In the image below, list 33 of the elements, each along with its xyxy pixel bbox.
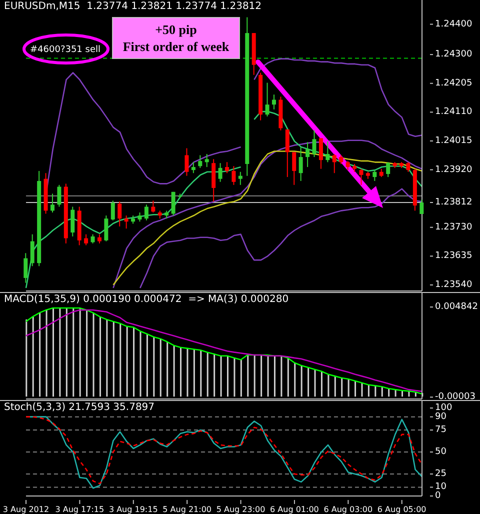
x-tick-label: 6 Aug 03:00 xyxy=(324,505,373,514)
x-tick-label: 5 Aug 23:00 xyxy=(216,505,266,514)
x-tick-label: 5 Aug 21:00 xyxy=(162,505,212,514)
y-tick-label: 10 xyxy=(435,482,447,492)
y-tick-label: 1.23812 xyxy=(435,197,472,208)
x-tick-label: 3 Aug 19:15 xyxy=(108,505,158,514)
y-tick-label: 25 xyxy=(435,469,446,480)
y-tick-label: 1.24400 xyxy=(435,19,472,30)
y-tick-label: 75 xyxy=(435,425,446,436)
y-tick-label: 50 xyxy=(435,447,447,458)
annotation: First order of week xyxy=(122,38,230,55)
y-tick-label: 1.24015 xyxy=(435,136,472,146)
y-tick-label: 1.23540 xyxy=(435,280,472,290)
y-tick-label: 0 xyxy=(435,491,441,501)
y-tick-label: 100 xyxy=(435,403,452,414)
y-tick-label: -0.00003 xyxy=(435,392,476,402)
x-tick-label: 6 Aug 05:00 xyxy=(377,505,426,514)
annotation: +50 pip xyxy=(154,21,198,38)
y-tick-label: 90 xyxy=(435,412,447,422)
chart-title: MACD(15,35,9) 0.000190 0.000472 => MA(3) 0.000280 xyxy=(4,294,289,305)
chart-title: Stoch(5,3,3) 21.7593 35.7897 xyxy=(4,402,155,413)
x-tick-label: 3 Aug 2012 xyxy=(2,505,50,514)
y-tick-label: 1.24110 xyxy=(435,107,472,118)
y-tick-label: 1.24300 xyxy=(435,50,472,60)
y-tick-label: 1.23635 xyxy=(435,251,472,262)
ref-line-label: #4600?351 sell xyxy=(30,45,100,56)
y-tick-label: 1.23920 xyxy=(435,164,472,175)
y-tick-label: 0.004842 xyxy=(435,302,478,312)
chart-title: EURUSDm,M15 1.23774 1.23821 1.23774 1.23812 xyxy=(4,1,262,12)
x-tick-label: 6 Aug 01:00 xyxy=(270,505,319,514)
y-tick-label: 1.23730 xyxy=(435,222,472,232)
x-tick-label: 3 Aug 17:15 xyxy=(55,505,104,514)
y-tick-label: 1.24205 xyxy=(435,78,472,88)
